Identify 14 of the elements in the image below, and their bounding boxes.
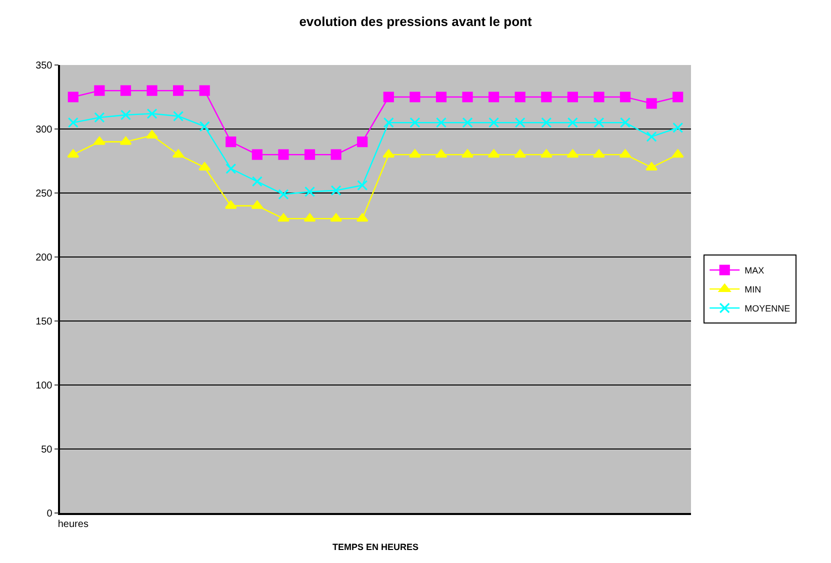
y-tick-label: 300 [36, 124, 53, 136]
y-tick-label: 50 [41, 444, 53, 456]
y-tick-label: 100 [36, 380, 53, 392]
y-tick-label: 0 [46, 508, 53, 520]
chart-title: evolution des pressions avant le pont [299, 14, 532, 29]
y-tick-label: 350 [36, 60, 53, 72]
y-tick-label: 250 [36, 188, 53, 200]
x-axis-title: TEMPS EN HEURES [332, 542, 419, 552]
legend-label: MIN [744, 284, 762, 295]
y-tick-label: 150 [36, 316, 53, 328]
x-tick-label: heures [58, 518, 88, 530]
y-tick-label: 200 [36, 252, 53, 264]
legend-label: MAX [744, 266, 764, 276]
legend-label: MOYENNE [744, 304, 790, 314]
